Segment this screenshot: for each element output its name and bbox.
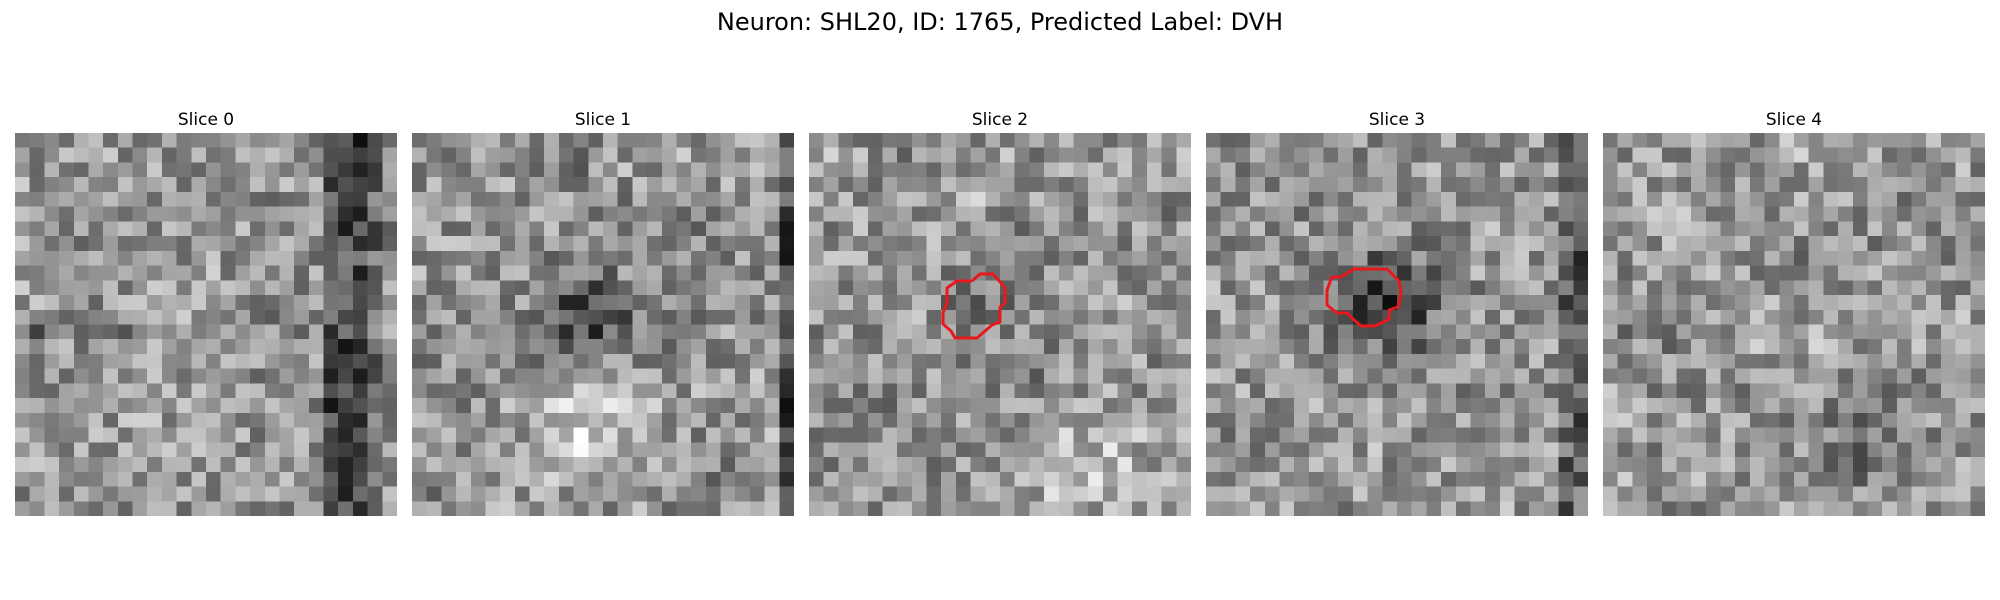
figure-title: Neuron: SHL20, ID: 1765, Predicted Label…	[716, 8, 1284, 36]
slice-panel-1: Slice 1	[412, 108, 794, 516]
slice-title: Slice 1	[574, 110, 632, 130]
slice-title: Slice 3	[1368, 110, 1426, 130]
roi-contour	[941, 272, 1007, 340]
slice-image	[1603, 133, 1985, 516]
slice-title: Slice 2	[971, 110, 1029, 130]
slice-image	[412, 133, 794, 516]
slice-panel-3: Slice 3	[1206, 108, 1588, 516]
slice-image	[809, 133, 1191, 516]
slice-image	[15, 133, 397, 516]
slice-title: Slice 0	[177, 110, 235, 130]
slice-image	[1206, 133, 1588, 516]
slice-panel-0: Slice 0	[15, 108, 397, 516]
roi-contour	[1325, 267, 1403, 328]
slice-panel-2: Slice 2	[809, 108, 1191, 516]
slice-title: Slice 4	[1765, 110, 1823, 130]
slice-panel-4: Slice 4	[1603, 108, 1985, 516]
